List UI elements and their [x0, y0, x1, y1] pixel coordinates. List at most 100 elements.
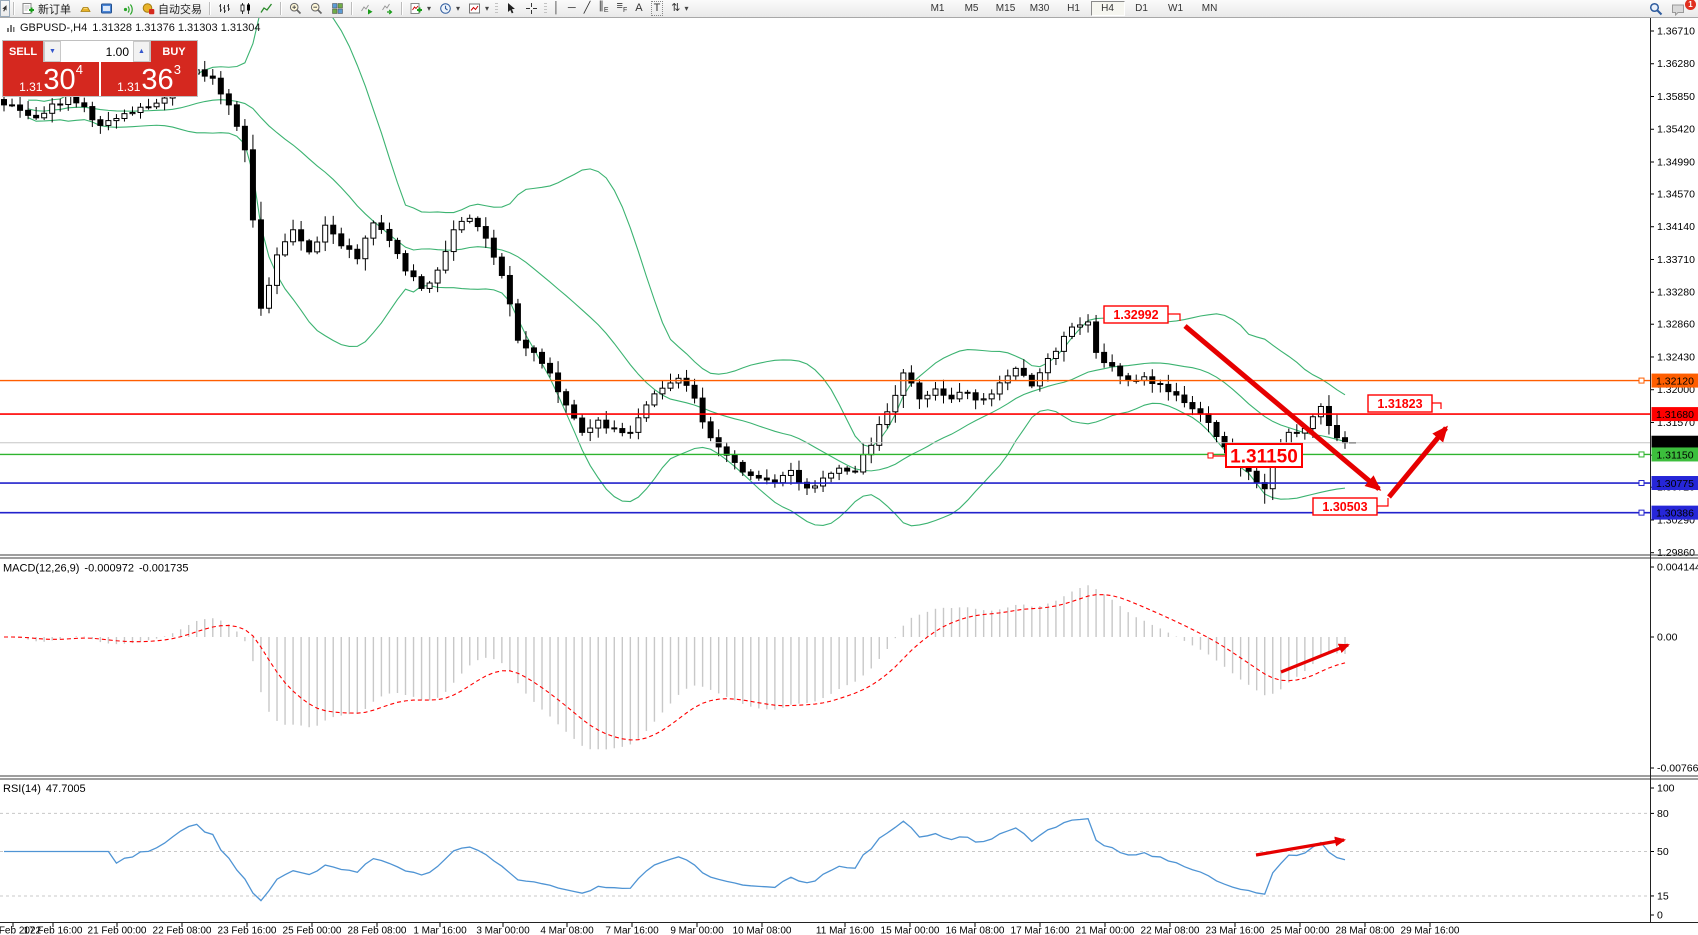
price-tick-label: 1.32860: [1657, 319, 1695, 331]
buy-price-big: 36: [141, 64, 174, 96]
search-button[interactable]: [1645, 1, 1667, 16]
dropdown-caret: ▾: [456, 4, 461, 13]
signals-button[interactable]: [117, 1, 138, 16]
candle-body: [691, 384, 698, 399]
chart-shift-button[interactable]: [356, 1, 377, 16]
main-price-panel: 1.32992 1.31823 1.31150 1.30503: [0, 17, 1650, 527]
tile-windows-button[interactable]: [327, 1, 348, 16]
line-end-marker[interactable]: [1638, 377, 1645, 384]
candle-body: [1004, 375, 1011, 384]
sell-price[interactable]: 1.31 30 4: [3, 62, 99, 96]
auto-scroll-button[interactable]: [377, 1, 398, 16]
candlestick-chart-button[interactable]: [235, 1, 256, 16]
candle-body: [1036, 372, 1043, 387]
candle-body: [81, 102, 88, 108]
vertical-line-tool-button[interactable]: │: [549, 1, 564, 16]
timeframe-H1[interactable]: H1: [1057, 1, 1091, 16]
trendline-tool-button[interactable]: ╱: [580, 1, 595, 16]
candle-body: [458, 220, 465, 231]
price-tick-label: 1.36710: [1657, 26, 1695, 38]
auto-trading-button[interactable]: 自动交易: [138, 1, 206, 16]
label-tool-button[interactable]: T: [647, 1, 668, 16]
horizontal-line-tool-button[interactable]: ─: [564, 1, 580, 16]
text-tool-icon: A: [635, 2, 643, 14]
timeframe-MN[interactable]: MN: [1193, 1, 1227, 16]
time-tick-label: 17 Mar 16:00: [1011, 926, 1070, 935]
candle-body: [466, 217, 473, 222]
timeframe-M30[interactable]: M30: [1023, 1, 1057, 16]
cursor-tool-button[interactable]: [500, 1, 521, 16]
timeframe-W1[interactable]: W1: [1159, 1, 1193, 16]
candle-body: [241, 125, 248, 151]
timeframe-H4[interactable]: H4: [1090, 1, 1125, 16]
candle-body: [97, 119, 104, 126]
candle-body: [948, 394, 955, 400]
chat-button[interactable]: [1667, 1, 1690, 16]
fibonacci-icon: ≡F: [616, 0, 628, 15]
candle-body: [434, 269, 441, 284]
candle-body: [844, 467, 851, 472]
add-indicator-button[interactable]: ▾: [406, 1, 435, 16]
time-tick-label: 3 Mar 00:00: [476, 926, 530, 935]
rsi-tick-label: 80: [1657, 808, 1669, 820]
price-badge-1.31680: [1651, 407, 1698, 422]
zoom-in-button[interactable]: [285, 1, 306, 16]
deposit-button[interactable]: [75, 1, 96, 16]
candle-body: [201, 69, 208, 77]
price-annotation[interactable]: 1.31150: [1207, 443, 1303, 468]
bar-chart-button[interactable]: [214, 1, 235, 16]
candle-body: [635, 417, 642, 433]
timeframe-M15[interactable]: M15: [989, 1, 1023, 16]
toolbar-grip: [544, 3, 548, 14]
timeframe-M5[interactable]: M5: [955, 1, 989, 16]
template-button[interactable]: ▾: [464, 1, 493, 16]
price-annotation[interactable]: 1.32992: [1103, 305, 1181, 324]
price-annotation[interactable]: 1.30503: [1312, 497, 1389, 516]
macd-trend-arrow[interactable]: [1280, 643, 1350, 674]
fibonacci-tool-button[interactable]: ≡F: [613, 0, 632, 16]
candle-body: [852, 470, 859, 473]
time-tick-label: 22 Mar 08:00: [1141, 926, 1200, 935]
candle-body: [418, 276, 425, 289]
trend-arrow[interactable]: [1183, 324, 1382, 491]
line-end-marker[interactable]: [1638, 480, 1645, 487]
trend-arrow[interactable]: [1387, 425, 1448, 499]
period-button[interactable]: ▾: [435, 1, 464, 16]
market-watch-button[interactable]: [96, 1, 117, 16]
buy-price[interactable]: 1.31 36 3: [101, 62, 197, 96]
line-end-marker[interactable]: [1638, 451, 1645, 458]
candle-body: [1117, 365, 1124, 377]
timeframe-group: M1 M5 M15 M30 H1 H4 D1 W1 MN: [921, 1, 1227, 16]
line-end-marker[interactable]: [1638, 509, 1645, 516]
buy-button[interactable]: BUY: [151, 41, 197, 62]
price-annotation[interactable]: 1.31823: [1367, 394, 1442, 413]
timeframe-M1[interactable]: M1: [921, 1, 955, 16]
volume-decrease-button[interactable]: ▼: [44, 41, 61, 62]
new-order-button[interactable]: 新订单: [18, 1, 75, 16]
volume-increase-button[interactable]: ▲: [133, 41, 150, 62]
candle-body: [723, 446, 730, 456]
candle-body: [908, 372, 915, 384]
crosshair-tool-button[interactable]: [521, 1, 542, 16]
line-chart-button[interactable]: [256, 1, 277, 16]
candle-body: [763, 477, 770, 481]
time-tick-label: 15 Mar 00:00: [881, 926, 940, 935]
candle-body: [603, 419, 610, 429]
price-tick-label: 1.34990: [1657, 156, 1695, 168]
text-tool-button[interactable]: A: [631, 1, 646, 16]
volume-input[interactable]: [61, 41, 133, 62]
sell-price-pip: 4: [75, 62, 83, 77]
price-axis[interactable]: 1.36710 1.36280 1.35850 1.35420 1.34990 1.345…: [1650, 26, 1698, 922]
price-badge-1.32120: [1651, 373, 1698, 388]
timeframe-D1[interactable]: D1: [1125, 1, 1159, 16]
sell-button[interactable]: SELL: [3, 41, 43, 62]
candle-body: [322, 224, 329, 243]
rsi-trend-arrow[interactable]: [1255, 836, 1346, 857]
chart-canvas[interactable]: [0, 17, 1650, 922]
candle-body: [121, 113, 128, 120]
zoom-out-button[interactable]: [306, 1, 327, 16]
channel-tool-button[interactable]: ∥E: [594, 0, 612, 16]
arrows-tool-button[interactable]: ⇅ ▾: [667, 1, 692, 16]
